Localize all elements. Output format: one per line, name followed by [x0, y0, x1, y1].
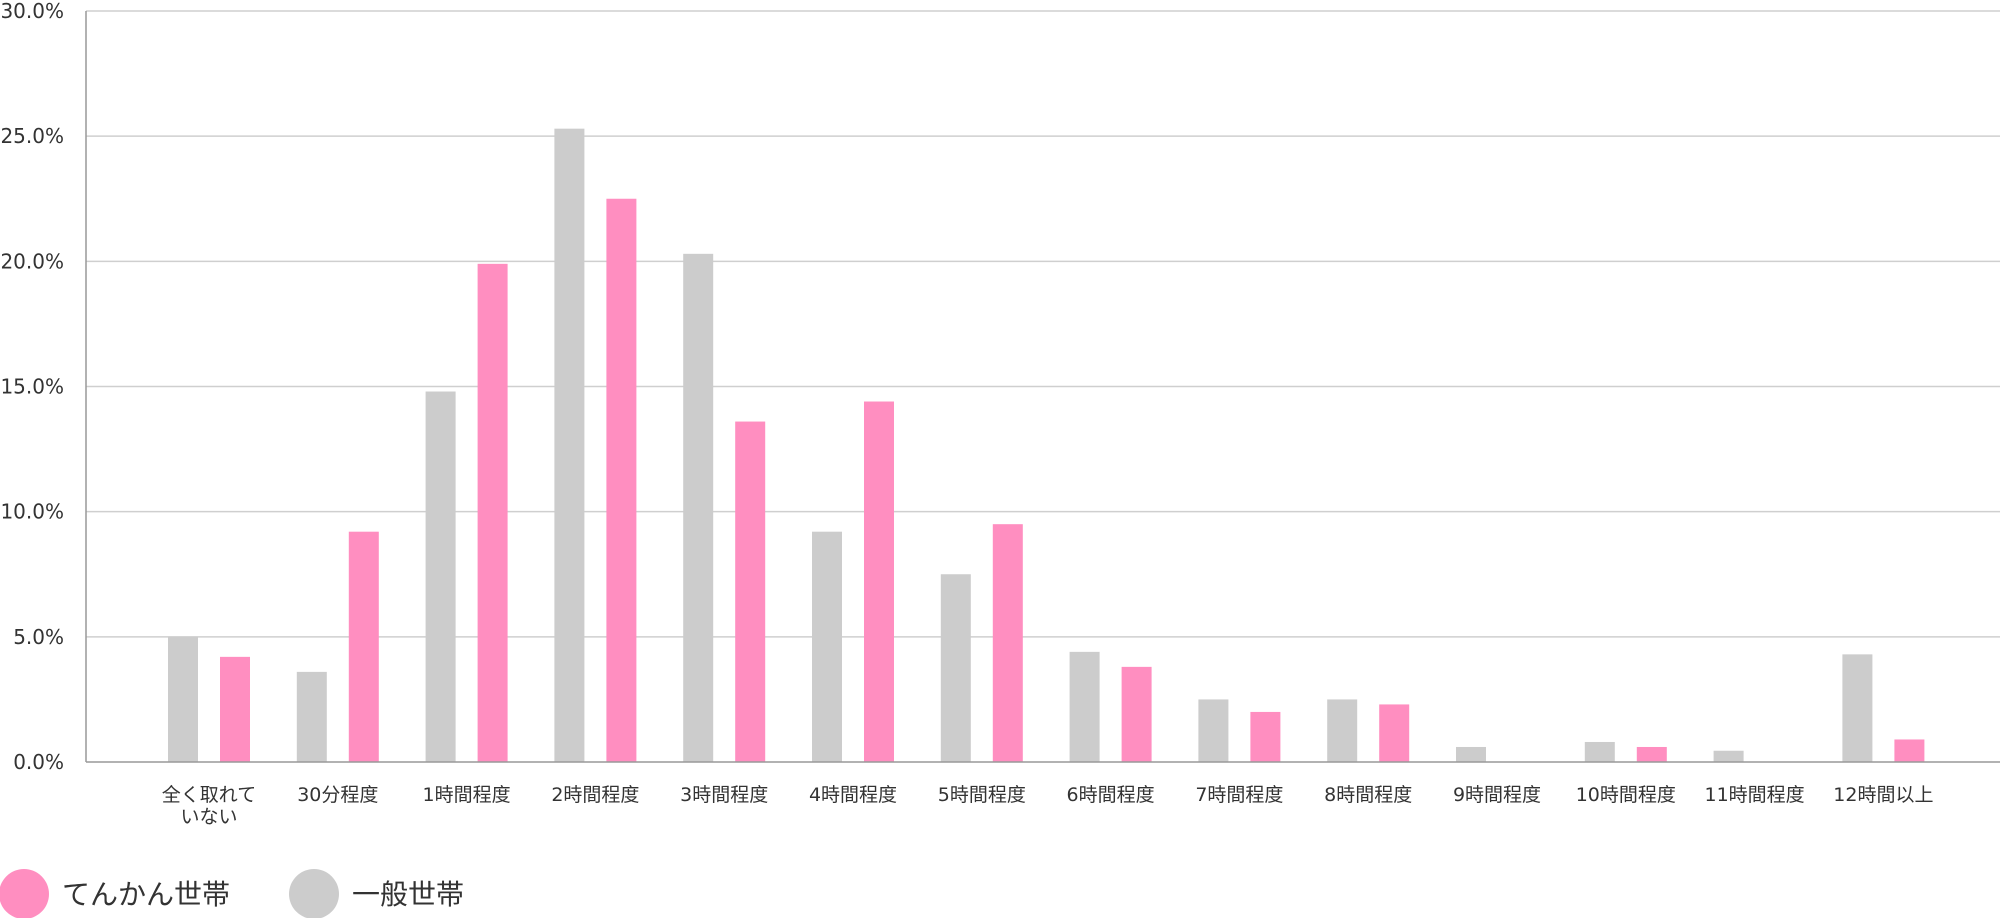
y-tick-label: 15.0%	[0, 375, 64, 399]
axes	[85, 11, 2000, 763]
x-category-label: 3時間程度	[680, 784, 768, 806]
bar-general	[1713, 750, 1744, 762]
y-tick-label: 5.0%	[13, 625, 64, 649]
y-axis-tick-labels: 0.0% 5.0% 10.0% 15.0% 20.0% 25.0% 30.0%	[0, 0, 64, 774]
x-category-label: 9時間程度	[1453, 784, 1541, 806]
bar-epilepsy	[1121, 666, 1152, 762]
legend-swatch	[0, 869, 49, 918]
bar-epilepsy	[348, 531, 379, 762]
x-category-label: 8時間程度	[1324, 784, 1412, 806]
x-category-label: 4時間程度	[809, 784, 897, 806]
bar-epilepsy	[864, 401, 894, 762]
legend-swatch	[289, 869, 339, 918]
bar-general	[1584, 741, 1615, 762]
bar-general	[554, 128, 585, 762]
bar-epilepsy	[477, 263, 508, 762]
y-tick-label: 0.0%	[13, 750, 64, 774]
bars	[168, 128, 1925, 762]
x-category-label: 10時間程度	[1576, 784, 1676, 806]
gridlines	[86, 10, 2000, 638]
legend-label: 一般世帯	[352, 878, 464, 911]
x-category-label: 全く取れて	[162, 784, 256, 806]
bar-general	[1456, 746, 1486, 762]
bar-general	[683, 253, 714, 762]
bar-general	[168, 636, 198, 762]
bar-epilepsy	[220, 656, 250, 762]
bar-general	[1842, 654, 1873, 762]
y-tick-label: 10.0%	[0, 500, 64, 524]
bar-epilepsy	[735, 421, 766, 762]
bar-general	[940, 574, 971, 762]
x-category-label: 12時間以上	[1833, 784, 1933, 806]
bar-general	[425, 391, 456, 762]
bar-epilepsy	[1379, 704, 1410, 762]
bar-general	[1327, 699, 1358, 762]
x-category-label: いない	[180, 806, 237, 828]
bar-epilepsy	[606, 198, 637, 762]
x-category-label: 6時間程度	[1067, 784, 1155, 806]
bar-epilepsy	[1636, 746, 1667, 762]
y-tick-label: 20.0%	[0, 249, 64, 273]
y-tick-label: 25.0%	[0, 124, 64, 148]
x-category-label: 30分程度	[297, 784, 378, 806]
x-category-label: 7時間程度	[1195, 784, 1283, 806]
x-category-label: 5時間程度	[938, 784, 1026, 806]
bar-general	[1198, 699, 1229, 762]
legend: てんかん世帯 一般世帯	[0, 869, 464, 918]
bar-general	[812, 531, 842, 762]
x-category-label: 2時間程度	[551, 784, 639, 806]
x-category-label: 1時間程度	[423, 784, 511, 806]
legend-label: てんかん世帯	[62, 878, 230, 911]
y-tick-label: 30.0%	[0, 0, 64, 23]
bar-general	[1069, 651, 1100, 762]
x-category-label: 11時間程度	[1705, 784, 1805, 806]
bar-epilepsy	[1894, 739, 1925, 762]
bar-epilepsy	[992, 524, 1023, 762]
bar-epilepsy	[1250, 711, 1281, 762]
bar-general	[296, 671, 327, 762]
